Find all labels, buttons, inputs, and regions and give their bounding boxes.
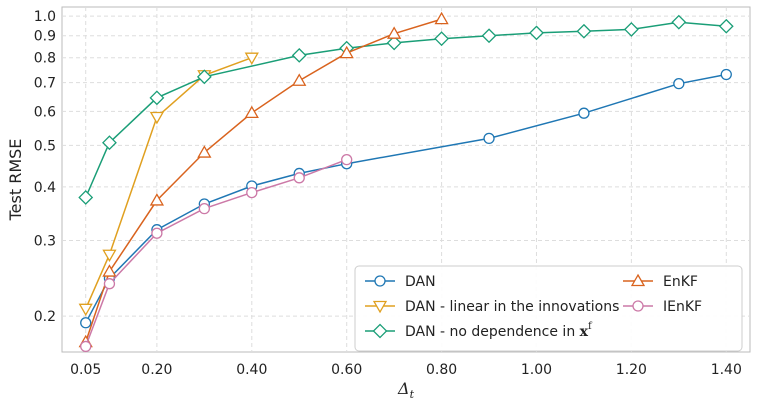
- data-point: [292, 73, 307, 86]
- x-axis-label-main: Δ: [397, 379, 410, 398]
- legend-item: DAN: [365, 274, 436, 290]
- legend-label: IEnKF: [663, 299, 702, 315]
- x-tick-label: 0.05: [70, 362, 101, 378]
- data-point: [293, 172, 305, 184]
- x-axis-label: Δt: [397, 379, 415, 399]
- data-point: [481, 28, 497, 44]
- series-line: [85, 21, 727, 198]
- data-point: [149, 111, 165, 125]
- legend-label: DAN - linear in the innovations: [405, 299, 619, 315]
- y-tick-label: 0.9: [34, 29, 56, 45]
- legend-label-sup: f: [588, 321, 593, 332]
- data-point: [529, 25, 544, 41]
- y-tick-label: 1.0: [34, 9, 56, 25]
- legend-box: [354, 265, 743, 352]
- data-point: [341, 153, 353, 166]
- legend-label-math: x: [580, 324, 589, 340]
- data-point: [623, 22, 639, 37]
- data-point: [102, 264, 117, 277]
- x-tick-label: 0.80: [426, 362, 457, 378]
- legend-marker: [372, 300, 388, 314]
- y-tick-label: 0.5: [34, 138, 56, 154]
- series-4: [80, 153, 353, 353]
- legend-label: EnKF: [663, 274, 698, 290]
- data-point: [434, 11, 449, 25]
- data-point: [244, 52, 259, 66]
- legend-label: DAN: [405, 274, 436, 290]
- data-point: [483, 132, 495, 145]
- legend-item: EnKF: [623, 273, 698, 290]
- x-tick-label: 0.20: [141, 362, 172, 378]
- y-axis-ticks: 0.2 0.3 0.4 0.5 0.6 0.7 0.8 0.9 1.0: [34, 9, 56, 325]
- data-point: [578, 107, 590, 119]
- data-point: [720, 68, 732, 81]
- legend-item: DAN - no dependence in xf: [365, 321, 593, 340]
- y-tick-label: 0.4: [34, 180, 56, 196]
- series-3: [78, 11, 449, 348]
- y-tick-label: 0.6: [34, 104, 56, 120]
- data-point: [246, 186, 258, 199]
- x-tick-label: 1.40: [711, 362, 742, 378]
- legend-marker: [372, 323, 388, 339]
- data-point: [673, 78, 685, 90]
- data-point: [149, 193, 165, 206]
- x-tick-label: 0.40: [236, 362, 267, 378]
- legend-marker: [632, 300, 644, 312]
- data-point: [80, 317, 92, 329]
- data-point: [291, 47, 307, 63]
- y-tick-label: 0.7: [34, 76, 56, 92]
- data-point: [434, 31, 450, 47]
- legend-marker: [630, 273, 646, 287]
- x-tick-label: 0.60: [331, 362, 362, 378]
- legend-marker: [374, 275, 386, 287]
- data-point: [198, 202, 210, 215]
- data-point: [576, 23, 592, 39]
- data-point: [149, 90, 165, 106]
- series-2: [78, 14, 734, 205]
- data-point: [78, 190, 94, 205]
- x-axis-label-sub: t: [410, 388, 415, 399]
- legend-label: DAN - no dependence in xf: [405, 321, 593, 340]
- legend-item: IEnKF: [623, 299, 702, 315]
- data-point: [196, 69, 212, 85]
- data-point: [671, 14, 687, 30]
- x-tick-label: 1.00: [521, 362, 552, 378]
- data-point: [103, 278, 116, 290]
- legend-item: DAN - linear in the innovations: [365, 299, 619, 315]
- x-tick-label: 1.20: [616, 362, 647, 378]
- y-axis-label: Test RMSE: [6, 139, 25, 222]
- data-point: [197, 145, 212, 158]
- y-tick-label: 0.2: [34, 309, 56, 325]
- x-axis-ticks: 0.05 0.20 0.40 0.60 0.80 1.00 1.20 1.40: [70, 362, 742, 378]
- y-tick-label: 0.8: [34, 51, 56, 67]
- data-point: [80, 340, 92, 353]
- data-point: [102, 135, 117, 151]
- data-point: [244, 105, 259, 119]
- data-point: [102, 249, 117, 263]
- data-point: [386, 35, 402, 51]
- series-group: [78, 11, 734, 353]
- data-point: [151, 227, 163, 239]
- data-point: [718, 18, 734, 34]
- y-tick-label: 0.3: [34, 234, 56, 250]
- data-point: [387, 26, 402, 39]
- data-point: [78, 303, 93, 317]
- data-point: [339, 45, 354, 59]
- legend: DAN DAN - linear in the innovations DAN - …: [354, 265, 743, 352]
